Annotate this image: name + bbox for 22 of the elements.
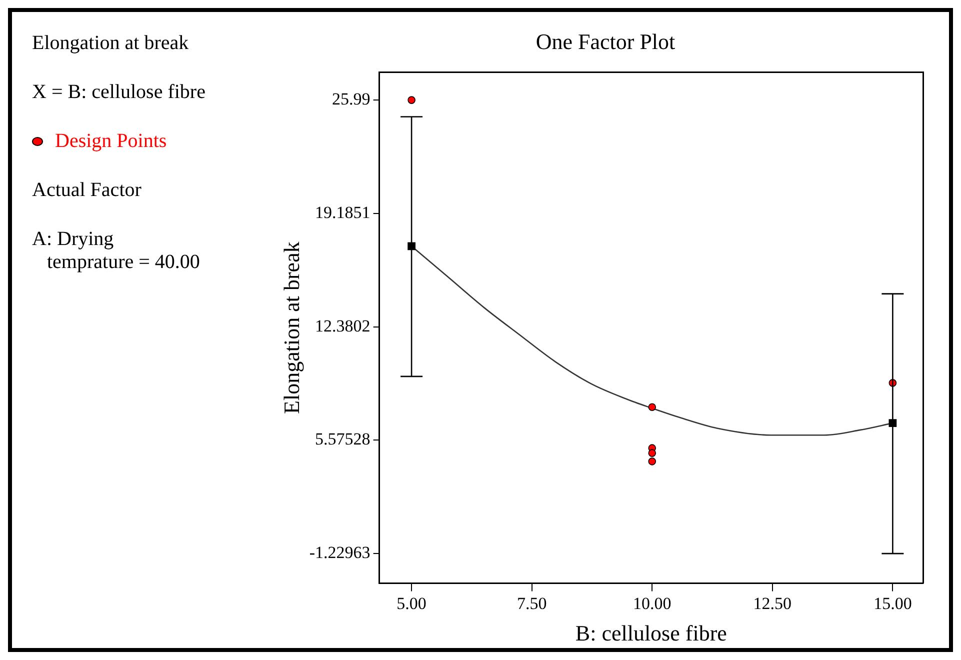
point: [408, 242, 416, 250]
y-tick-label: 12.3802: [315, 316, 370, 336]
point: [648, 403, 656, 412]
y-tick-label: -1.22963: [309, 543, 370, 562]
x-tick-label: 12.50: [753, 594, 792, 613]
x-tick-label: 7.50: [516, 594, 547, 613]
y-tick-label: 5.57528: [315, 430, 370, 449]
text: A: Drying temprature = 40.00: [32, 228, 200, 273]
chart-title: One Factor Plot: [536, 28, 676, 54]
point: [648, 458, 656, 466]
text: Elongation at break: [32, 32, 190, 55]
text: X = B: cellulose fibre: [32, 81, 206, 104]
x-tick-label: 15.00: [874, 594, 912, 613]
text: Actual Factor: [32, 179, 142, 202]
point: [648, 449, 656, 457]
x-tick-label: 5.00: [396, 594, 426, 613]
legend-label: Design Points: [55, 130, 167, 153]
y-tick-label: 19.1851: [315, 202, 370, 222]
y-axis-title: Elongation at break: [278, 242, 304, 414]
y-tick-label: 25.99: [332, 90, 370, 109]
point: [408, 96, 416, 104]
x-tick-label: 10.00: [632, 594, 672, 613]
